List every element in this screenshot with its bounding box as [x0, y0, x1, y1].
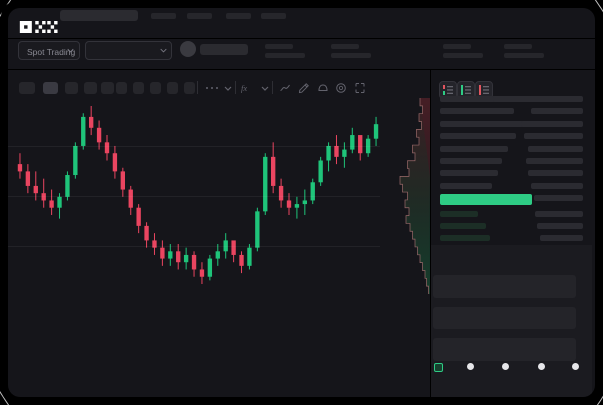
svg-text:fx: fx [241, 83, 247, 93]
